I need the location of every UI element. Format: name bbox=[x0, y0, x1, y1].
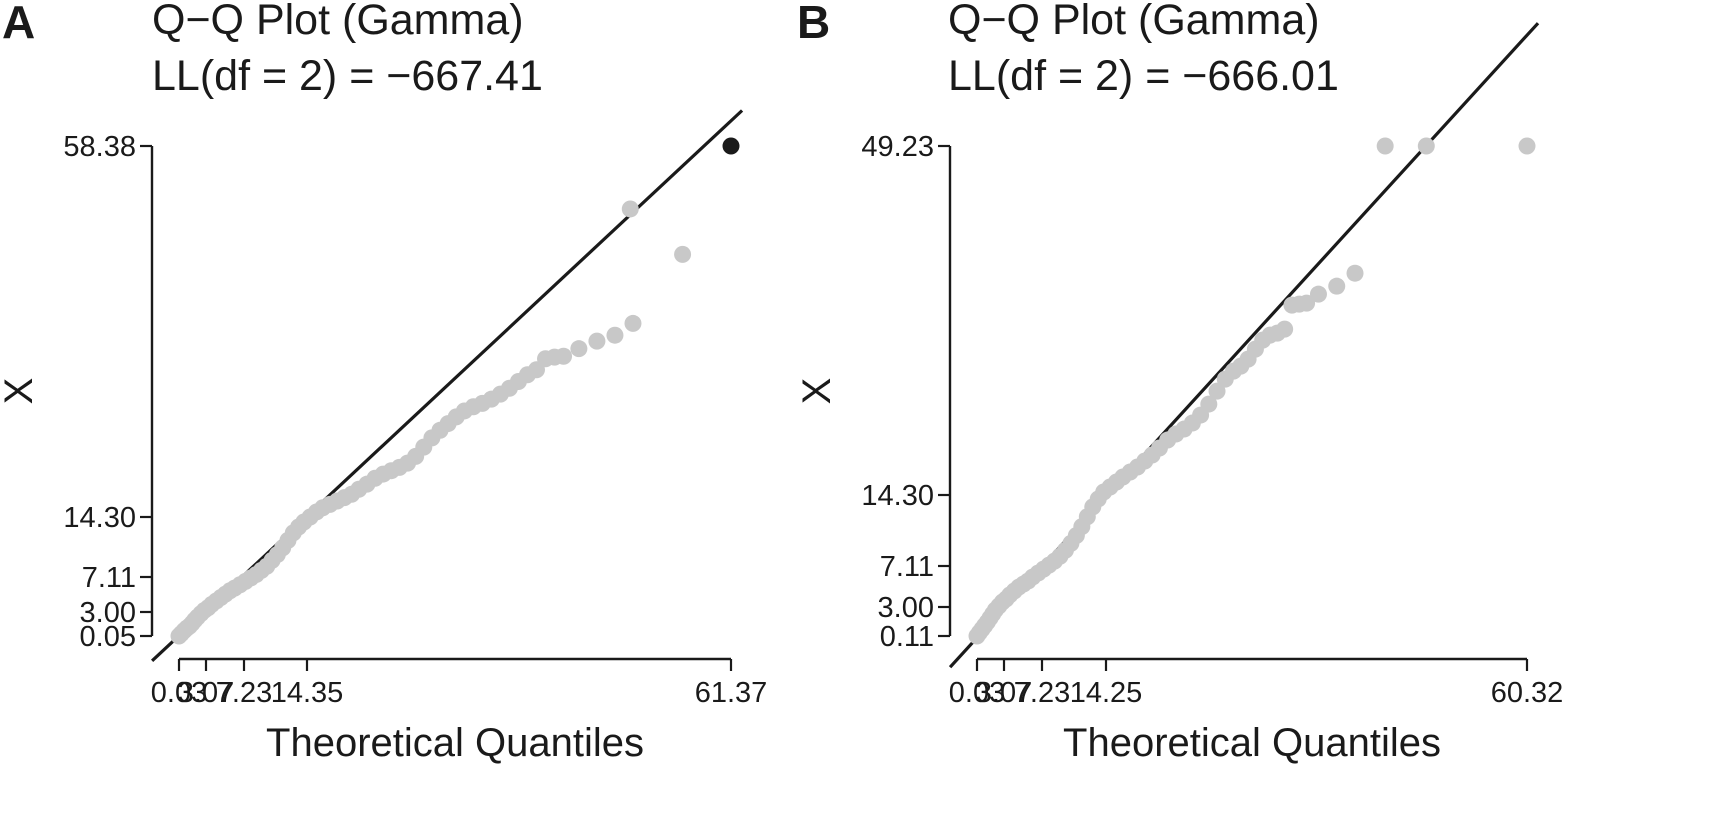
panel-b: B Q−Q Plot (Gamma) LL(df = 2) = −666.01 … bbox=[795, 0, 1563, 765]
y-tick-label: 14.30 bbox=[861, 480, 934, 512]
data-point bbox=[1376, 137, 1394, 155]
data-point bbox=[674, 245, 692, 263]
data-point bbox=[1417, 137, 1435, 155]
data-point bbox=[1298, 294, 1316, 312]
data-point bbox=[624, 314, 642, 332]
x-tick-label: 14.25 bbox=[1070, 677, 1143, 709]
panel-b-points bbox=[968, 137, 1536, 645]
x-tick-label: 60.32 bbox=[1491, 677, 1564, 709]
panel-a-letter: A bbox=[2, 0, 35, 48]
x-tick-label: 7.23 bbox=[1014, 677, 1070, 709]
panel-a-subtitle: LL(df = 2) = −667.41 bbox=[152, 52, 543, 100]
y-tick-label: 7.11 bbox=[82, 562, 136, 594]
y-tick-label: 3.00 bbox=[80, 597, 136, 629]
panel-a-y-ticks: 0.053.007.11 14.30 58.38 bbox=[63, 131, 152, 653]
data-point bbox=[588, 332, 606, 350]
x-tick-label: 7.23 bbox=[216, 677, 272, 709]
data-point bbox=[606, 326, 624, 344]
panel-b-title: Q−Q Plot (Gamma) bbox=[948, 0, 1320, 44]
x-tick-label: 0.03 bbox=[949, 677, 1005, 709]
panel-a-points bbox=[170, 137, 740, 645]
panel-a-x-axis-title: Theoretical Quantiles bbox=[266, 721, 644, 765]
y-tick-label: 7.11 bbox=[880, 551, 934, 583]
panel-a: A Q−Q Plot (Gamma) LL(df = 2) = −667.41 … bbox=[0, 0, 767, 765]
y-tick-label: 58.38 bbox=[63, 131, 136, 163]
data-point bbox=[555, 347, 573, 365]
panel-a-y-axis-title: X bbox=[0, 378, 41, 405]
data-point bbox=[1518, 137, 1536, 155]
data-point bbox=[1276, 320, 1294, 338]
data-point bbox=[621, 200, 639, 218]
panel-b-x-axis-title: Theoretical Quantiles bbox=[1063, 721, 1441, 765]
x-tick-label: 0.03 bbox=[151, 677, 207, 709]
y-tick-label: 49.23 bbox=[861, 131, 934, 163]
data-point bbox=[1346, 264, 1364, 282]
panel-b-letter: B bbox=[797, 0, 830, 48]
y-tick-label: 14.30 bbox=[63, 502, 136, 534]
panel-b-y-axis-title: X bbox=[795, 378, 839, 405]
panel-b-y-ticks: 0.113.00 7.11 14.30 49.23 bbox=[861, 131, 950, 653]
x-tick-label: 14.35 bbox=[271, 677, 344, 709]
panel-a-title: Q−Q Plot (Gamma) bbox=[152, 0, 524, 44]
x-tick-label: 3.07 bbox=[976, 677, 1032, 709]
x-tick-label: 3.07 bbox=[178, 677, 234, 709]
y-tick-label: 0.11 bbox=[880, 621, 934, 653]
panel-b-subtitle: LL(df = 2) = −666.01 bbox=[948, 52, 1339, 100]
data-point bbox=[1309, 285, 1327, 303]
data-point bbox=[570, 340, 588, 358]
data-point bbox=[1200, 395, 1218, 413]
y-tick-label: 3.00 bbox=[878, 592, 934, 624]
data-point bbox=[1328, 277, 1346, 295]
data-point bbox=[1208, 382, 1226, 400]
panel-b-x-ticks: 0.033.077.23 14.25 60.32 bbox=[949, 659, 1564, 709]
x-tick-label: 61.37 bbox=[695, 677, 768, 709]
y-tick-label: 0.05 bbox=[80, 621, 136, 653]
highlighted-data-point bbox=[722, 137, 740, 155]
